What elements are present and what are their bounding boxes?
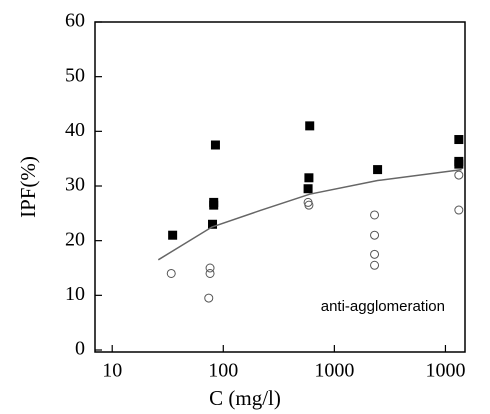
y-tick-label: 50 [65, 64, 85, 86]
circle-point [166, 268, 176, 278]
square-point [373, 165, 383, 175]
circle-point [454, 205, 464, 215]
circle-point [205, 263, 215, 273]
square-point [210, 140, 220, 150]
annotation: anti-agglomeration [321, 298, 445, 315]
square-point [209, 200, 219, 210]
y-tick-label: 10 [65, 283, 85, 305]
y-tick-label: 60 [65, 10, 85, 32]
square-point [305, 121, 315, 131]
x-tick-label: 100 [208, 360, 238, 382]
x-tick-label: 1000 [314, 360, 354, 382]
circle-point [205, 268, 215, 278]
y-tick-label: 0 [75, 338, 85, 360]
square-point [454, 159, 464, 169]
x-tick-label: 1000 [425, 360, 465, 382]
x-tick-label: 10 [102, 360, 122, 382]
circle-point [370, 230, 380, 240]
square-point [303, 184, 313, 194]
y-axis-title: IPF(%) [16, 156, 40, 218]
y-tick-label: 30 [65, 174, 85, 196]
circle-point [454, 170, 464, 180]
y-tick-label: 40 [65, 119, 85, 141]
circle-point [370, 210, 380, 220]
square-point [304, 173, 314, 183]
square-point [454, 135, 464, 145]
circle-point [204, 293, 214, 303]
square-point [208, 219, 218, 229]
circle-point [303, 197, 313, 207]
fit-line [157, 168, 462, 261]
circle-point [370, 260, 380, 270]
x-axis-title: C (mg/l) [209, 386, 281, 410]
circle-point [370, 249, 380, 259]
square-point [168, 230, 178, 240]
y-tick-label: 20 [65, 228, 85, 250]
plot-frame [94, 21, 466, 353]
